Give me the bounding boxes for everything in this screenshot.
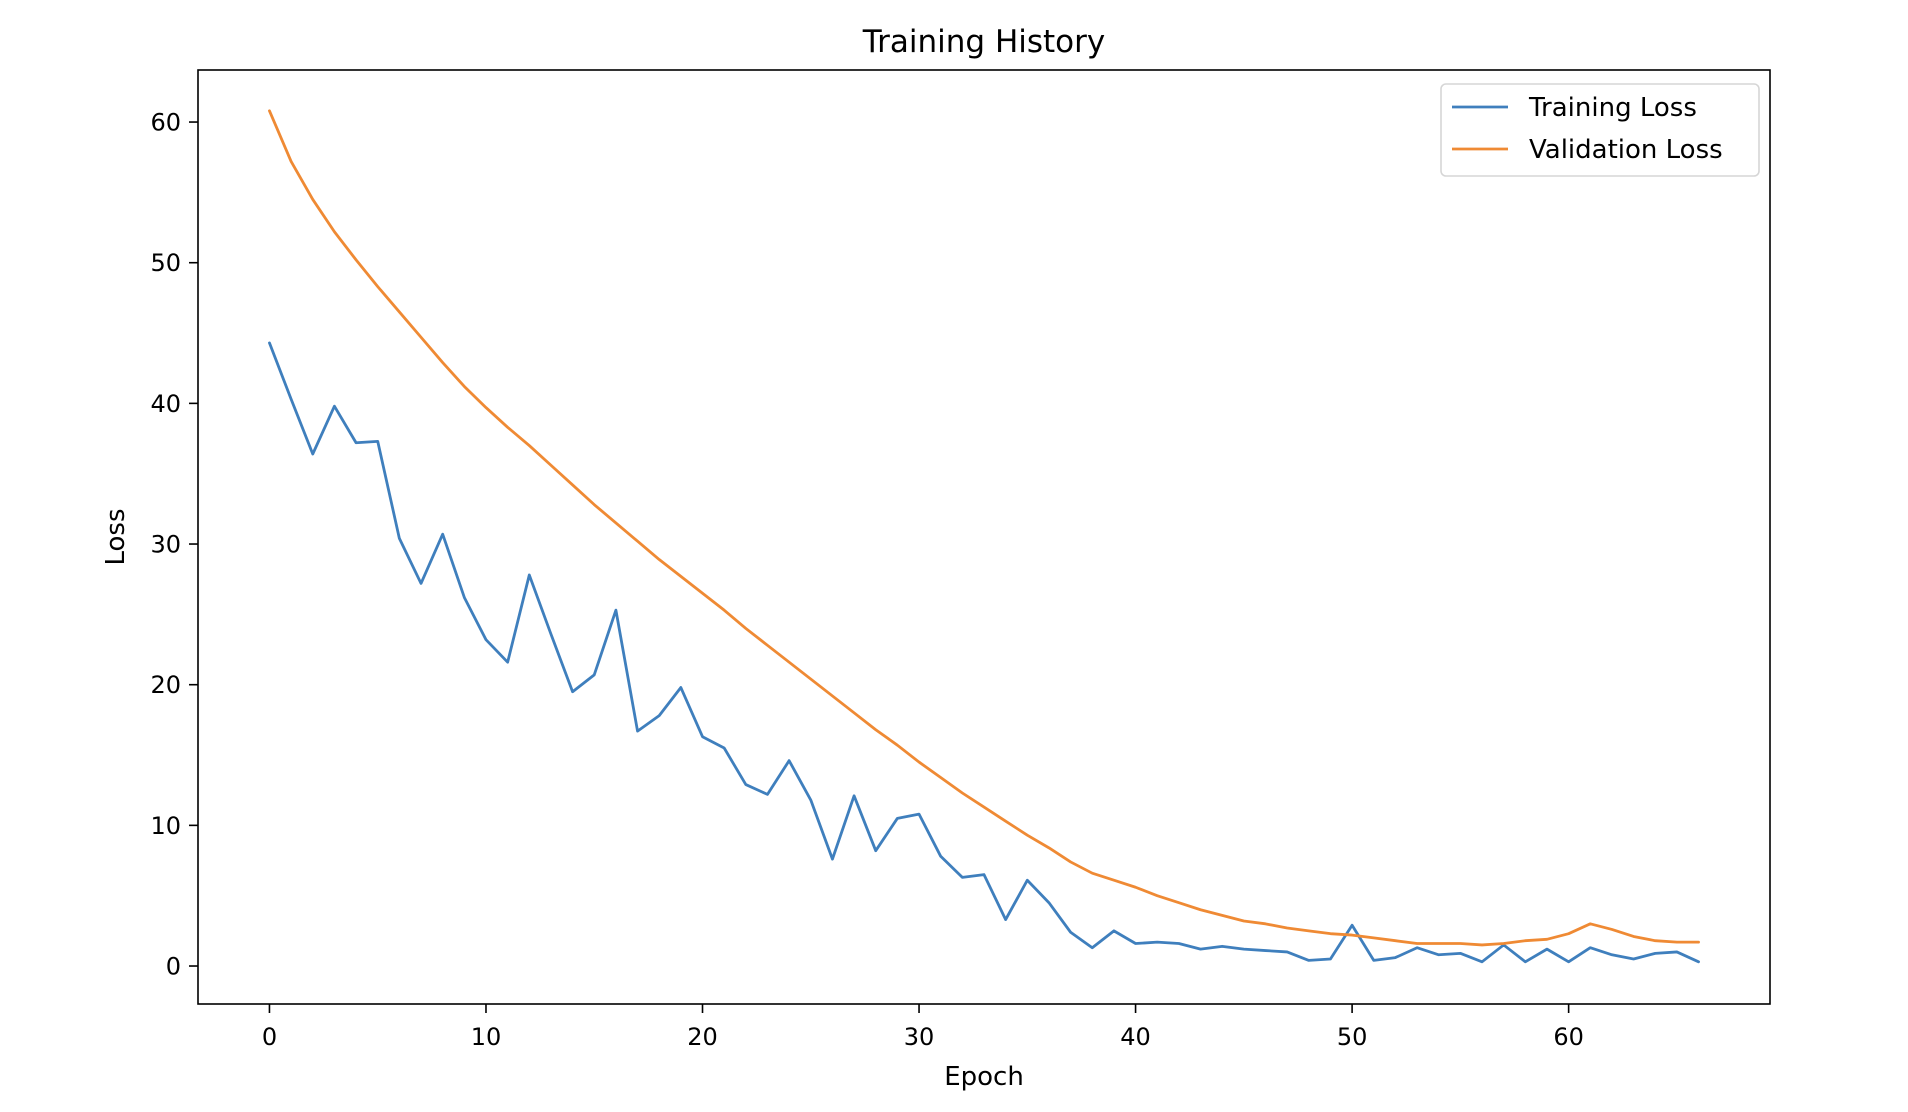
legend-label: Training Loss xyxy=(1528,93,1697,123)
y-axis-label: Loss xyxy=(101,508,131,565)
legend-label: Validation Loss xyxy=(1529,135,1723,165)
y-tick-label: 30 xyxy=(150,531,181,559)
x-tick-label: 10 xyxy=(471,1023,502,1051)
y-axis: 0 10 20 30 40 50 60 xyxy=(150,109,198,981)
x-tick-label: 60 xyxy=(1553,1023,1584,1051)
x-tick-label: 0 xyxy=(262,1023,277,1051)
chart-title: Training History xyxy=(862,24,1105,60)
y-tick-label: 40 xyxy=(150,390,181,418)
y-tick-label: 20 xyxy=(150,671,181,699)
x-axis: 0 10 20 30 40 50 60 xyxy=(262,1004,1584,1051)
y-tick-label: 10 xyxy=(150,812,181,840)
y-tick-label: 50 xyxy=(150,249,181,277)
x-tick-label: 40 xyxy=(1120,1023,1151,1051)
y-tick-label: 60 xyxy=(150,109,181,137)
plot-frame xyxy=(197,69,1771,1005)
x-tick-label: 30 xyxy=(904,1023,935,1051)
legend: Training Loss Validation Loss xyxy=(1440,83,1760,177)
x-tick-label: 50 xyxy=(1337,1023,1368,1051)
plot-area xyxy=(268,109,1700,964)
series-line-validation-loss xyxy=(268,109,1700,947)
x-axis-label: Epoch xyxy=(944,1062,1024,1092)
legend-box xyxy=(1440,83,1760,177)
x-tick-label: 20 xyxy=(687,1023,718,1051)
y-tick-label: 0 xyxy=(166,953,181,981)
series-line-training-loss xyxy=(268,341,1700,964)
